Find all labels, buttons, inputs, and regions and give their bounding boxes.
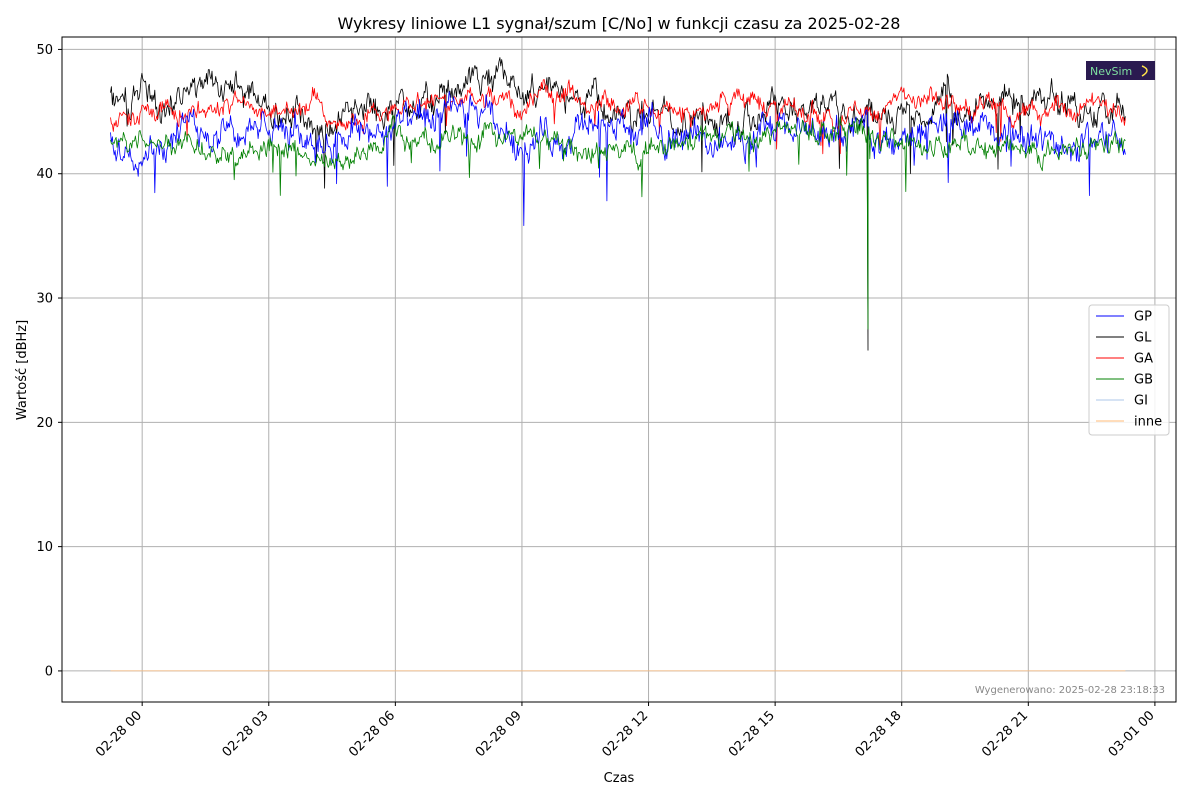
y-tick-label: 50 — [36, 43, 53, 58]
legend-label-inne: inne — [1134, 415, 1162, 430]
y-tick-label: 40 — [36, 167, 53, 182]
y-axis-title: Wartość [dBHz] — [15, 320, 30, 420]
legend-label-gl: GL — [1134, 331, 1152, 346]
series-lines — [110, 57, 1126, 672]
x-axis-title: Czas — [604, 771, 635, 786]
chart-title: Wykresy liniowe L1 sygnał/szum [C/No] w … — [338, 14, 901, 33]
y-tick-label: 20 — [36, 416, 53, 431]
legend-label-gb: GB — [1134, 373, 1153, 388]
legend-label-ga: GA — [1134, 352, 1153, 367]
generated-footer: Wygenerowano: 2025-02-28 23:18:33 — [975, 685, 1165, 696]
series-line-gp — [110, 91, 1126, 226]
legend: GP GL GA GB GI inne — [1088, 304, 1170, 436]
logo-text: NevSim — [1090, 65, 1132, 78]
y-tick-label: 10 — [36, 540, 53, 555]
legend-label-gi: GI — [1134, 394, 1148, 409]
logo-arc-icon — [1141, 65, 1148, 77]
plot-frame — [61, 36, 1177, 703]
logo: NevSim — [1086, 61, 1155, 80]
y-tick-label: 0 — [45, 664, 53, 679]
series-line-ga — [110, 79, 1126, 155]
logo-box — [1086, 61, 1155, 80]
series-line-gb — [110, 114, 1126, 330]
y-tick-label: 30 — [36, 292, 53, 307]
legend-label-gp: GP — [1134, 310, 1152, 325]
